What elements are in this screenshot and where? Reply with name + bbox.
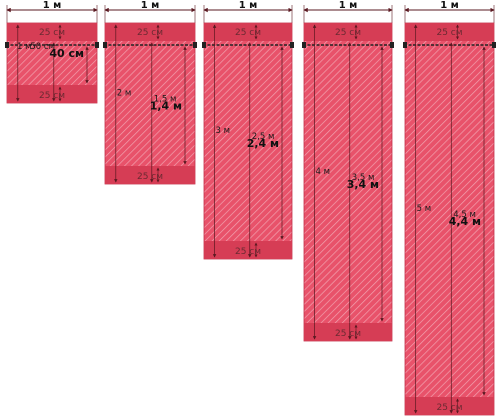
bottom-margin-band bbox=[105, 166, 195, 184]
rod-end-right bbox=[390, 42, 394, 48]
rod-end-left bbox=[403, 42, 407, 48]
bottom-margin-band bbox=[405, 397, 494, 415]
curtain-panel-2: 1 м 25 см 25 см 2 м 1,5 м1,4 м bbox=[103, 0, 197, 185]
rod-end-right bbox=[193, 42, 197, 48]
rod-end-left bbox=[202, 42, 206, 48]
bottom-margin-label: 25 см bbox=[436, 403, 462, 413]
top-margin-label: 25 см bbox=[335, 28, 361, 38]
width-label: 1 м bbox=[141, 0, 160, 11]
bottom-margin-label: 25 см bbox=[137, 172, 163, 182]
total-length-label: 4 м bbox=[316, 167, 331, 177]
bottom-margin-label: 25 см bbox=[235, 247, 261, 257]
top-margin-band bbox=[204, 23, 292, 41]
top-margin-band bbox=[405, 23, 494, 41]
top-margin-label: 25 см bbox=[235, 28, 261, 38]
fabric-length-label: 2,4 м bbox=[247, 137, 279, 150]
inner-length-label: 1,5 м bbox=[154, 95, 177, 105]
rod-end-left bbox=[5, 42, 9, 48]
bottom-margin-band bbox=[204, 241, 292, 259]
top-margin-band bbox=[105, 23, 195, 41]
inner-length-label: 50 см bbox=[30, 42, 55, 52]
curtain-fabric bbox=[404, 22, 495, 416]
rod-end-right bbox=[95, 42, 99, 48]
curtain-panel-4: 1 м 25 см 25 см 4 м 3,5 м3,4 м bbox=[302, 0, 394, 342]
total-length-label: 1 м bbox=[17, 42, 32, 52]
curtain-fabric bbox=[203, 22, 293, 260]
bottom-margin-band bbox=[7, 85, 97, 103]
width-label: 1 м bbox=[239, 0, 258, 11]
curtain-panel-5: 1 м 25 см 25 см 5 м 4,5 м4,4 м bbox=[403, 0, 496, 416]
total-length-label: 3 м bbox=[216, 126, 231, 136]
width-label: 1 м bbox=[440, 0, 459, 11]
fabric-length-label: 3,4 м bbox=[347, 178, 379, 191]
curtain-fabric bbox=[104, 22, 196, 185]
top-margin-label: 25 см bbox=[137, 28, 163, 38]
bottom-margin-label: 25 см bbox=[335, 329, 361, 339]
top-margin-label: 25 см bbox=[39, 28, 65, 38]
rod-end-left bbox=[103, 42, 107, 48]
curtain-fabric bbox=[303, 22, 393, 342]
inner-length-label: 4,5 м bbox=[453, 210, 476, 220]
top-margin-label: 25 см bbox=[436, 28, 462, 38]
total-length-label: 2 м bbox=[117, 89, 132, 99]
inner-length-label: 2,5 м bbox=[252, 132, 275, 142]
fabric-length-label: 40 см bbox=[49, 47, 84, 60]
top-margin-band bbox=[304, 23, 392, 41]
top-margin-band bbox=[7, 23, 97, 41]
width-label: 1 м bbox=[43, 0, 62, 11]
inner-length-label: 3,5 м bbox=[352, 173, 375, 183]
bottom-margin-label: 25 см bbox=[39, 91, 65, 101]
total-length-label: 5 м bbox=[417, 204, 432, 214]
fabric-length-label: 1,4 м bbox=[150, 100, 182, 113]
rod-end-left bbox=[302, 42, 306, 48]
curtain-panel-3: 1 м 25 см 25 см 3 м 2,5 м2,4 м bbox=[202, 0, 294, 260]
fabric-length-label: 4,4 м bbox=[449, 215, 481, 228]
width-label: 1 м bbox=[339, 0, 358, 11]
rod-end-right bbox=[492, 42, 496, 48]
rod-end-right bbox=[290, 42, 294, 48]
bottom-margin-band bbox=[304, 323, 392, 341]
